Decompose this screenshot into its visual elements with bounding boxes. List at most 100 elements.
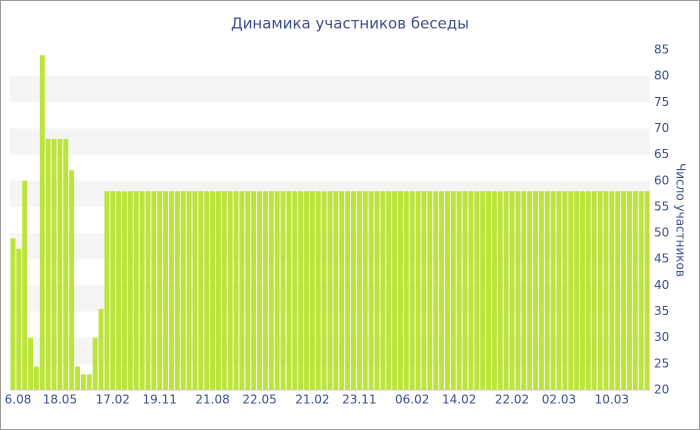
bar xyxy=(127,191,133,390)
bar xyxy=(57,138,63,390)
bar xyxy=(151,191,157,390)
bars xyxy=(10,55,650,390)
bar xyxy=(597,191,603,390)
y-tick-label: 25 xyxy=(654,356,669,370)
bar xyxy=(327,191,333,390)
y-tick-label: 80 xyxy=(654,69,669,83)
bar xyxy=(180,191,186,390)
bar xyxy=(45,138,51,390)
x-tick-label: 19.11 xyxy=(143,393,177,407)
bar xyxy=(98,308,104,390)
bar xyxy=(550,191,556,390)
bar xyxy=(351,191,356,390)
bar xyxy=(104,191,110,390)
bar xyxy=(638,191,644,390)
bar xyxy=(139,191,145,390)
bar xyxy=(33,366,39,390)
bar xyxy=(333,191,339,390)
bar xyxy=(227,191,233,390)
bar xyxy=(609,191,615,390)
bar xyxy=(585,191,591,390)
y-tick-label: 20 xyxy=(654,383,669,397)
bar xyxy=(198,191,204,390)
bar xyxy=(169,191,174,390)
chart-title: Динамика участников беседы xyxy=(231,15,469,33)
y-tick-label: 55 xyxy=(654,199,669,213)
bar xyxy=(386,191,392,390)
bar xyxy=(580,191,585,390)
bar xyxy=(80,374,86,390)
bar xyxy=(450,191,456,390)
bar xyxy=(10,238,16,390)
bar xyxy=(233,191,239,390)
bar xyxy=(116,191,122,390)
bar xyxy=(491,191,497,390)
bar xyxy=(392,191,398,390)
bar xyxy=(621,191,627,390)
x-tick-label: 23.11 xyxy=(342,393,376,407)
bar xyxy=(615,191,621,390)
bar xyxy=(515,191,521,390)
bar xyxy=(75,366,80,390)
bar xyxy=(544,191,550,390)
bar xyxy=(221,191,227,390)
y-tick-label: 70 xyxy=(654,121,669,135)
y-tick-label: 65 xyxy=(654,147,669,161)
bar xyxy=(509,191,515,390)
bar xyxy=(403,191,409,390)
bar xyxy=(69,170,75,390)
bar xyxy=(192,191,198,390)
bar xyxy=(304,191,309,390)
bar xyxy=(503,191,509,390)
bar xyxy=(462,191,468,390)
bar xyxy=(257,191,263,390)
bar xyxy=(497,191,503,390)
bar xyxy=(562,191,568,390)
x-tick-label: 17.02 xyxy=(96,393,130,407)
bar xyxy=(474,191,480,390)
x-tick-label: 21.08 xyxy=(195,393,229,407)
y-tick-label: 45 xyxy=(654,252,669,266)
x-tick-label: 6.08 xyxy=(5,393,32,407)
bar xyxy=(63,138,69,390)
bar xyxy=(362,191,368,390)
bar xyxy=(186,191,192,390)
bar xyxy=(286,191,292,390)
bar xyxy=(215,191,221,390)
grid-band xyxy=(10,76,650,103)
bar xyxy=(22,180,28,390)
y-tick-label: 35 xyxy=(654,304,669,318)
y-tick-label: 50 xyxy=(654,226,669,240)
bar xyxy=(603,191,609,390)
bar xyxy=(538,191,544,390)
x-tick-label: 10.03 xyxy=(595,393,629,407)
bar xyxy=(245,191,251,390)
bar xyxy=(468,191,474,390)
bar xyxy=(251,191,257,390)
bar xyxy=(298,191,304,390)
bar xyxy=(556,191,562,390)
bar xyxy=(145,191,151,390)
bar xyxy=(368,191,374,390)
bar xyxy=(486,191,491,390)
bar xyxy=(309,191,315,390)
bar xyxy=(86,374,92,390)
bar xyxy=(239,191,245,390)
x-tick-label: 22.02 xyxy=(495,393,529,407)
bar xyxy=(39,55,45,390)
bar xyxy=(157,191,163,390)
bar xyxy=(521,191,527,390)
bar xyxy=(262,191,268,390)
bar xyxy=(644,191,650,390)
bar xyxy=(456,191,462,390)
bar xyxy=(345,191,351,390)
bar xyxy=(280,191,286,390)
bar xyxy=(568,191,574,390)
bar xyxy=(339,191,345,390)
x-tick-label: 14.02 xyxy=(442,393,476,407)
bar xyxy=(409,191,415,390)
bar xyxy=(480,191,486,390)
bar xyxy=(92,337,98,390)
bar xyxy=(374,191,380,390)
